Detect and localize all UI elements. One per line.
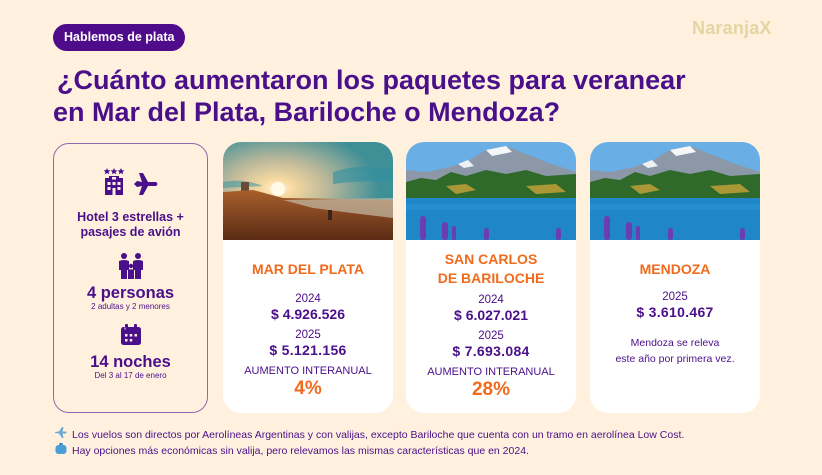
destination-name-line-2: DE BARILOCHE [437, 270, 545, 286]
suitcase-icon [55, 443, 67, 458]
brand-logo: NaranjaX [692, 18, 772, 38]
footnote-flights-text: Los vuelos son directos por Aerolíneas A… [72, 428, 685, 441]
price-2025: $ 7.693.084 [452, 343, 530, 359]
destination-card-mendoza: MENDOZA 2025 $ 3.610.467 Mendoza se rele… [590, 142, 760, 413]
price-2024: $ 6.027.021 [454, 307, 528, 323]
note-line-2: este año por primera vez. [615, 353, 735, 365]
year-2025-label: 2025 [478, 330, 504, 342]
calendar-icon [54, 324, 207, 346]
airplane-icon [55, 427, 67, 442]
footnote-flights: Los vuelos son directos por Aerolíneas A… [55, 427, 684, 442]
bariloche-photo [406, 142, 576, 240]
price-2025: $ 3.610.467 [636, 304, 714, 320]
increase-value: 28% [471, 379, 511, 400]
destination-card-bariloche: SAN CARLOS DE BARILOCHE 2024 $ 6.027.021… [406, 142, 576, 413]
year-2025-label: 2025 [662, 291, 688, 303]
package-icons [54, 167, 207, 200]
destination-name: MENDOZA [639, 261, 711, 277]
year-2024-label: 2024 [295, 293, 321, 305]
note-line-1: Mendoza se releva [630, 337, 720, 349]
price-2024: $ 4.926.526 [271, 306, 345, 322]
package-info-box: Hotel 3 estrellas + pasajes de avión 4 p… [53, 143, 208, 413]
title-line-1: ¿Cuánto aumentaron los paquetes para ver… [57, 65, 686, 95]
title-line-2: en Mar del Plata, Bariloche o Mendoza? [53, 97, 561, 127]
increase-label: AUMENTO INTERANUAL [244, 365, 372, 377]
price-2025: $ 5.121.156 [269, 342, 347, 358]
destination-name-line-1: SAN CARLOS [444, 251, 538, 267]
mar-del-plata-photo [223, 142, 393, 240]
destination-card-mar-del-plata: MAR DEL PLATA 2024 $ 4.926.526 2025 $ 5.… [223, 142, 393, 413]
family-icon [54, 252, 207, 280]
nights-detail: Del 3 al 17 de enero [94, 371, 167, 380]
destination-name: MAR DEL PLATA [252, 261, 364, 277]
page-title: ¿Cuánto aumentaron los paquetes para ver… [53, 64, 793, 128]
increase-value: 4% [294, 378, 322, 399]
people-title: 4 personas [86, 284, 175, 302]
package-label-line-2: pasajes de avión [80, 225, 181, 239]
section-tag: Hablemos de plata [53, 24, 186, 51]
mendoza-photo [590, 142, 760, 240]
increase-label: AUMENTO INTERANUAL [427, 366, 555, 378]
people-detail: 2 adultas y 2 menores [91, 302, 170, 311]
nights-title: 14 noches [90, 353, 171, 371]
hotel-3-stars-icon [103, 167, 125, 200]
package-label-line-1: Hotel 3 estrellas + [77, 210, 184, 224]
airplane-icon [130, 173, 159, 200]
year-2025-label: 2025 [295, 329, 321, 341]
footnote-luggage: Hay opciones más económicas sin valija, … [55, 443, 529, 458]
year-2024-label: 2024 [478, 294, 504, 306]
footnote-luggage-text: Hay opciones más económicas sin valija, … [72, 444, 529, 457]
